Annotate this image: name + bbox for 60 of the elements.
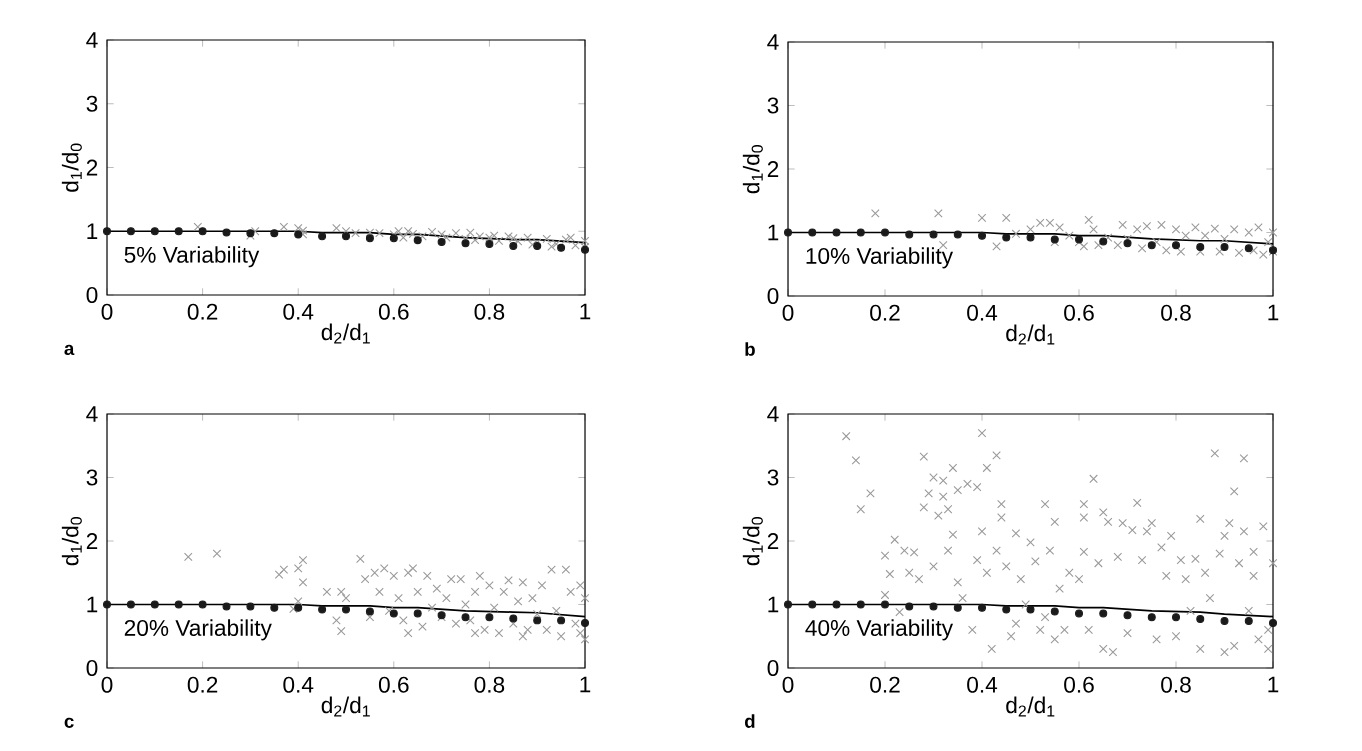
y-axis-title: d$_{1}$/d$_{0}$ <box>61 143 82 192</box>
x-tick-label: 0.4 <box>283 676 314 693</box>
y-axis-title: d$_{1}$/d$_{0}$ <box>742 517 763 566</box>
y-tick-label: 4 <box>767 406 779 422</box>
text: c <box>64 717 74 728</box>
x-axis-title: d$_{2}$/d$_{1}$ <box>321 323 370 344</box>
y-tick-label: 3 <box>86 469 98 486</box>
x-tick-label: 1 <box>1268 304 1279 321</box>
x-tick-label: 0.8 <box>1161 304 1191 321</box>
y-tick-label: 1 <box>768 224 779 241</box>
x-tick-label: 0.4 <box>967 304 998 321</box>
y-axis-title: d$_{1}$/d$_{0}$ <box>742 145 763 194</box>
x-tick-label: 1 <box>1268 676 1279 693</box>
y-tick-label: 2 <box>86 159 98 176</box>
y-tick-label: 4 <box>767 34 779 50</box>
x-axis-title: d$_{2}$/d$_{1}$ <box>1006 696 1055 717</box>
x-tick-label: 0.2 <box>870 676 900 693</box>
annotation: 10% Variability <box>806 247 954 269</box>
x-tick-label: 0.8 <box>474 676 505 693</box>
y-tick-label: 2 <box>767 533 779 549</box>
y-tick-label: 2 <box>86 533 98 549</box>
y-axis-title: d$_{1}$/d$_{0}$ <box>61 517 82 566</box>
y-tick-label: 2 <box>767 161 779 177</box>
x-tick-label: 0.2 <box>187 303 218 320</box>
y-tick-label: 1 <box>768 596 779 613</box>
x-tick-label: 1 <box>580 303 591 320</box>
text: a <box>64 344 75 356</box>
x-tick-label: 0.4 <box>283 303 314 320</box>
y-tick-label: 1 <box>87 596 98 613</box>
y-tick-label: 0 <box>86 286 98 304</box>
x-tick-label: 0.6 <box>378 676 409 693</box>
x-tick-label: 0 <box>101 676 113 693</box>
y-tick-label: 4 <box>86 32 98 48</box>
y-tick-label: 4 <box>86 406 98 422</box>
x-tick-label: 0.6 <box>1064 676 1094 693</box>
y-tick-label: 1 <box>87 223 98 240</box>
annotation: 5% Variability <box>124 246 260 268</box>
y-tick-label: 3 <box>767 97 779 114</box>
annotation: 40% Variability <box>805 619 954 641</box>
y-tick-label: 0 <box>767 659 779 677</box>
x-tick-label: 0.8 <box>474 303 505 320</box>
text: b <box>745 342 755 356</box>
x-tick-label: 0.8 <box>1161 676 1191 693</box>
x-tick-label: 0 <box>101 303 113 320</box>
y-tick-label: 0 <box>767 287 779 305</box>
y-tick-label: 3 <box>767 469 779 486</box>
x-tick-label: 0.6 <box>1064 304 1094 321</box>
x-tick-label: 0 <box>782 304 794 321</box>
x-tick-label: 0.2 <box>187 676 218 693</box>
y-tick-label: 3 <box>86 95 98 112</box>
x-axis-title: d$_{2}$/d$_{1}$ <box>1006 324 1055 345</box>
x-axis-title: d$_{2}$/d$_{1}$ <box>321 696 370 717</box>
x-tick-label: 0.2 <box>870 304 900 321</box>
annotation: 20% Variability <box>124 619 272 641</box>
text: d <box>744 714 755 728</box>
x-tick-label: 0.4 <box>967 676 998 693</box>
x-tick-label: 0 <box>782 676 794 693</box>
x-tick-label: 1 <box>580 676 591 693</box>
y-tick-label: 0 <box>86 659 98 677</box>
x-tick-label: 0.6 <box>378 303 409 320</box>
